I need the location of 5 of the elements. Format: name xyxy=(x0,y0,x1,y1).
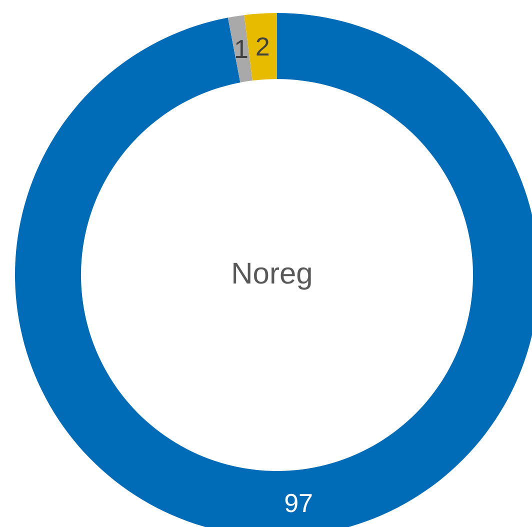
data-label: 97 xyxy=(284,488,314,518)
donut-slice xyxy=(228,15,252,82)
text: Noreg xyxy=(231,258,313,290)
data-label: 2 xyxy=(255,31,270,62)
data-label: 1 xyxy=(234,34,248,64)
